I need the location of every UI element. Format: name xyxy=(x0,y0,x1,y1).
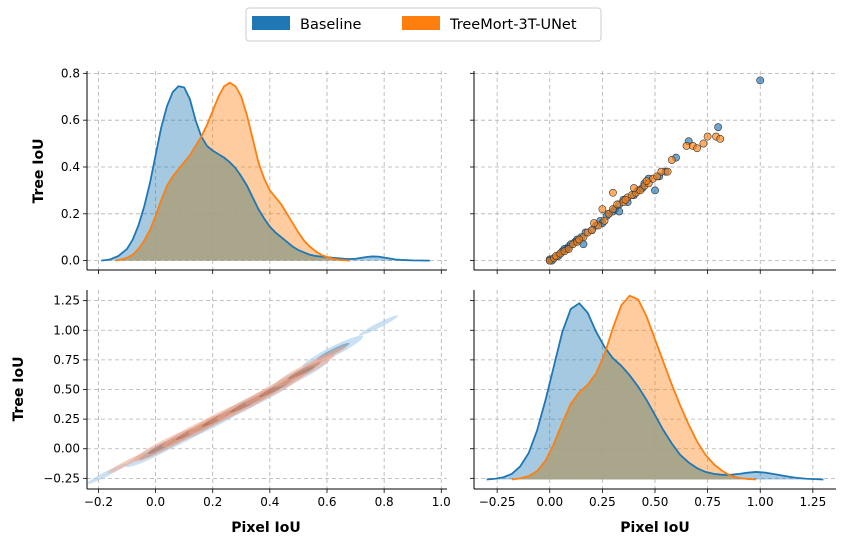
scatter-point-baseline xyxy=(714,123,723,132)
y-tick-label: 0.0 xyxy=(61,254,80,268)
y-tick-label: −0.25 xyxy=(43,471,80,485)
y-tick-label: 0.75 xyxy=(53,353,80,367)
xlabel-right: Pixel IoU xyxy=(620,520,689,536)
x-tick-label: 1.25 xyxy=(799,495,826,509)
xlabel-left: Pixel IoU xyxy=(231,520,300,536)
x-tick-label: −0.25 xyxy=(479,495,516,509)
scatter-point-treemort xyxy=(600,216,609,225)
x-tick-label: 0.8 xyxy=(375,495,394,509)
x-tick-label: 1.00 xyxy=(747,495,774,509)
panel-pixel-vs-tree-kde2d: −0.2 0.0 0.2 0.4 0.6 0.8 1.0 −0.25 0.00 0.25 0.50 0… xyxy=(43,290,451,509)
scatter-point-treemort xyxy=(642,177,651,185)
scatter-point-treemort xyxy=(716,134,725,143)
y-tick-label: 0.2 xyxy=(61,207,80,221)
density-contour-baseline xyxy=(358,315,399,336)
scatter-point-treemort xyxy=(587,226,596,235)
scatter-point-treemort xyxy=(630,184,638,192)
scatter-point-treemort xyxy=(703,132,712,141)
y-tick-label: 1.25 xyxy=(53,294,80,308)
y-tick-label: 1.00 xyxy=(53,323,80,337)
y-tick-label: 0.4 xyxy=(61,160,80,174)
scatter-point-treemort xyxy=(575,235,584,244)
x-tick-label: 0.4 xyxy=(260,495,279,509)
kde-line-treemort xyxy=(511,294,757,481)
kde-overlap-fill xyxy=(115,136,350,261)
y-tick-label: 0.8 xyxy=(61,66,80,80)
kde-line-baseline xyxy=(486,302,824,481)
density-core-treemort xyxy=(287,361,321,380)
x-tick-label: 0.0 xyxy=(146,495,165,509)
gridlines xyxy=(474,290,836,489)
x-tick-label: 0.6 xyxy=(317,495,336,509)
scatter-point-baseline xyxy=(756,76,765,85)
panel-tree-vs-pixel-scatter xyxy=(470,71,836,274)
scatter-point-treemort xyxy=(590,219,598,228)
panel-tree-iou-kde: 0.0 0.2 0.4 0.6 0.8 xyxy=(61,66,447,274)
y-tick-label: 0.25 xyxy=(53,412,80,426)
ylabel-top: Tree IoU xyxy=(31,139,47,204)
legend-swatch-baseline xyxy=(252,16,290,30)
scatter-point-treemort xyxy=(667,156,676,164)
panel-pixel-iou-kde: −0.25 0.00 0.25 0.50 0.75 1.00 1.25 xyxy=(470,290,836,509)
kde-line-baseline xyxy=(101,85,430,262)
ylabel-bottom: Tree IoU xyxy=(11,357,27,422)
x-tick-label: 0.2 xyxy=(203,495,222,509)
scatter-point-baseline xyxy=(651,186,659,195)
x-tick-label: 0.00 xyxy=(536,495,563,509)
y-tick-label: 0.00 xyxy=(53,442,80,456)
scatter-point-treemort xyxy=(663,167,672,176)
density-contour-treemort xyxy=(307,345,347,367)
gridlines xyxy=(474,71,836,270)
scatter-point-treemort xyxy=(609,188,617,197)
y-tick-label: 0.50 xyxy=(53,383,80,397)
x-tick-label: 0.50 xyxy=(642,495,669,509)
scatter-point-treemort xyxy=(699,139,708,148)
y-tick-label: 0.6 xyxy=(61,113,80,127)
kde-line-treemort xyxy=(115,81,350,262)
x-tick-label: 1.0 xyxy=(432,495,451,509)
scatter-point-treemort xyxy=(621,195,630,204)
x-tick-label: 0.25 xyxy=(589,495,616,509)
legend-label-baseline: Baseline xyxy=(300,17,362,33)
gridlines xyxy=(87,290,447,489)
x-tick-label: 0.75 xyxy=(694,495,721,509)
x-tick-label: −0.2 xyxy=(84,495,113,509)
legend-label-treemort: TreeMort-3T-UNet xyxy=(449,17,577,33)
scatter-point-treemort xyxy=(693,144,701,153)
scatter-point-treemort xyxy=(598,205,607,214)
kde-overlap-fill xyxy=(511,350,757,480)
legend-swatch-treemort xyxy=(402,16,440,30)
legend: Baseline TreeMort-3T-UNet xyxy=(245,7,602,42)
